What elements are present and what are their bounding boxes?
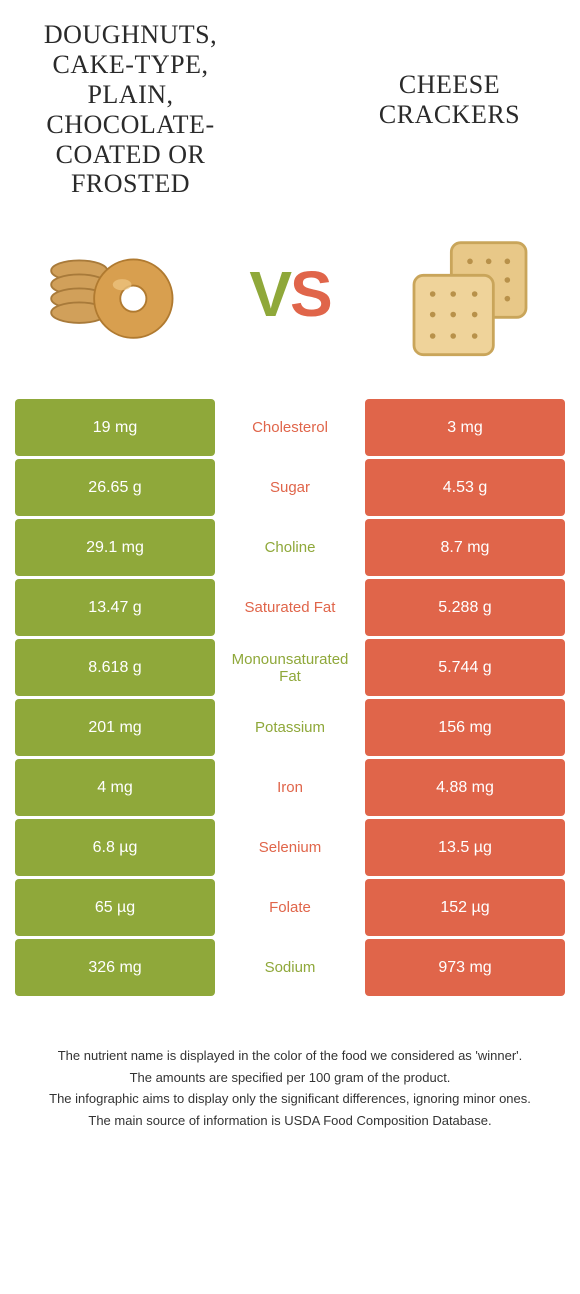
nutrient-table: 19 mgCholesterol3 mg26.65 gSugar4.53 g29…: [15, 399, 565, 996]
right-value: 973 mg: [365, 939, 565, 996]
nutrient-label: Selenium: [215, 819, 365, 876]
left-value: 326 mg: [15, 939, 215, 996]
doughnuts-icon: [35, 219, 185, 369]
footer-line: The infographic aims to display only the…: [25, 1089, 555, 1109]
right-value: 5.288 g: [365, 579, 565, 636]
left-value: 26.65 g: [15, 459, 215, 516]
nutrient-label: Monounsaturated Fat: [215, 639, 365, 696]
nutrient-label: Sodium: [215, 939, 365, 996]
table-row: 19 mgCholesterol3 mg: [15, 399, 565, 456]
right-value: 13.5 µg: [365, 819, 565, 876]
table-row: 6.8 µgSelenium13.5 µg: [15, 819, 565, 876]
table-row: 4 mgIron4.88 mg: [15, 759, 565, 816]
nutrient-label: Saturated Fat: [215, 579, 365, 636]
title-right: Cheese crackers: [334, 20, 565, 130]
table-row: 26.65 gSugar4.53 g: [15, 459, 565, 516]
right-value: 152 µg: [365, 879, 565, 936]
table-row: 65 µgFolate152 µg: [15, 879, 565, 936]
right-value: 4.53 g: [365, 459, 565, 516]
title-left: Doughnuts, cake-type, plain, chocolate-c…: [15, 20, 246, 199]
table-row: 13.47 gSaturated Fat5.288 g: [15, 579, 565, 636]
vs-v: V: [249, 257, 290, 331]
table-row: 8.618 gMonounsaturated Fat5.744 g: [15, 639, 565, 696]
nutrient-label: Cholesterol: [215, 399, 365, 456]
vs-row: V S: [15, 209, 565, 399]
nutrient-label: Choline: [215, 519, 365, 576]
right-value: 8.7 mg: [365, 519, 565, 576]
footer-notes: The nutrient name is displayed in the co…: [15, 1046, 565, 1130]
nutrient-label: Potassium: [215, 699, 365, 756]
nutrient-label: Folate: [215, 879, 365, 936]
vs-s: S: [290, 257, 331, 331]
nutrient-label: Iron: [215, 759, 365, 816]
footer-line: The nutrient name is displayed in the co…: [25, 1046, 555, 1066]
header-titles: Doughnuts, cake-type, plain, chocolate-c…: [15, 20, 565, 199]
right-value: 4.88 mg: [365, 759, 565, 816]
crackers-icon: [395, 219, 545, 369]
left-value: 19 mg: [15, 399, 215, 456]
table-row: 201 mgPotassium156 mg: [15, 699, 565, 756]
footer-line: The amounts are specified per 100 gram o…: [25, 1068, 555, 1088]
left-value: 4 mg: [15, 759, 215, 816]
left-value: 29.1 mg: [15, 519, 215, 576]
table-row: 326 mgSodium973 mg: [15, 939, 565, 996]
right-value: 3 mg: [365, 399, 565, 456]
left-value: 65 µg: [15, 879, 215, 936]
footer-line: The main source of information is USDA F…: [25, 1111, 555, 1131]
vs-label: V S: [249, 257, 330, 331]
table-row: 29.1 mgCholine8.7 mg: [15, 519, 565, 576]
right-value: 5.744 g: [365, 639, 565, 696]
left-value: 8.618 g: [15, 639, 215, 696]
left-value: 201 mg: [15, 699, 215, 756]
left-value: 13.47 g: [15, 579, 215, 636]
right-value: 156 mg: [365, 699, 565, 756]
left-value: 6.8 µg: [15, 819, 215, 876]
nutrient-label: Sugar: [215, 459, 365, 516]
